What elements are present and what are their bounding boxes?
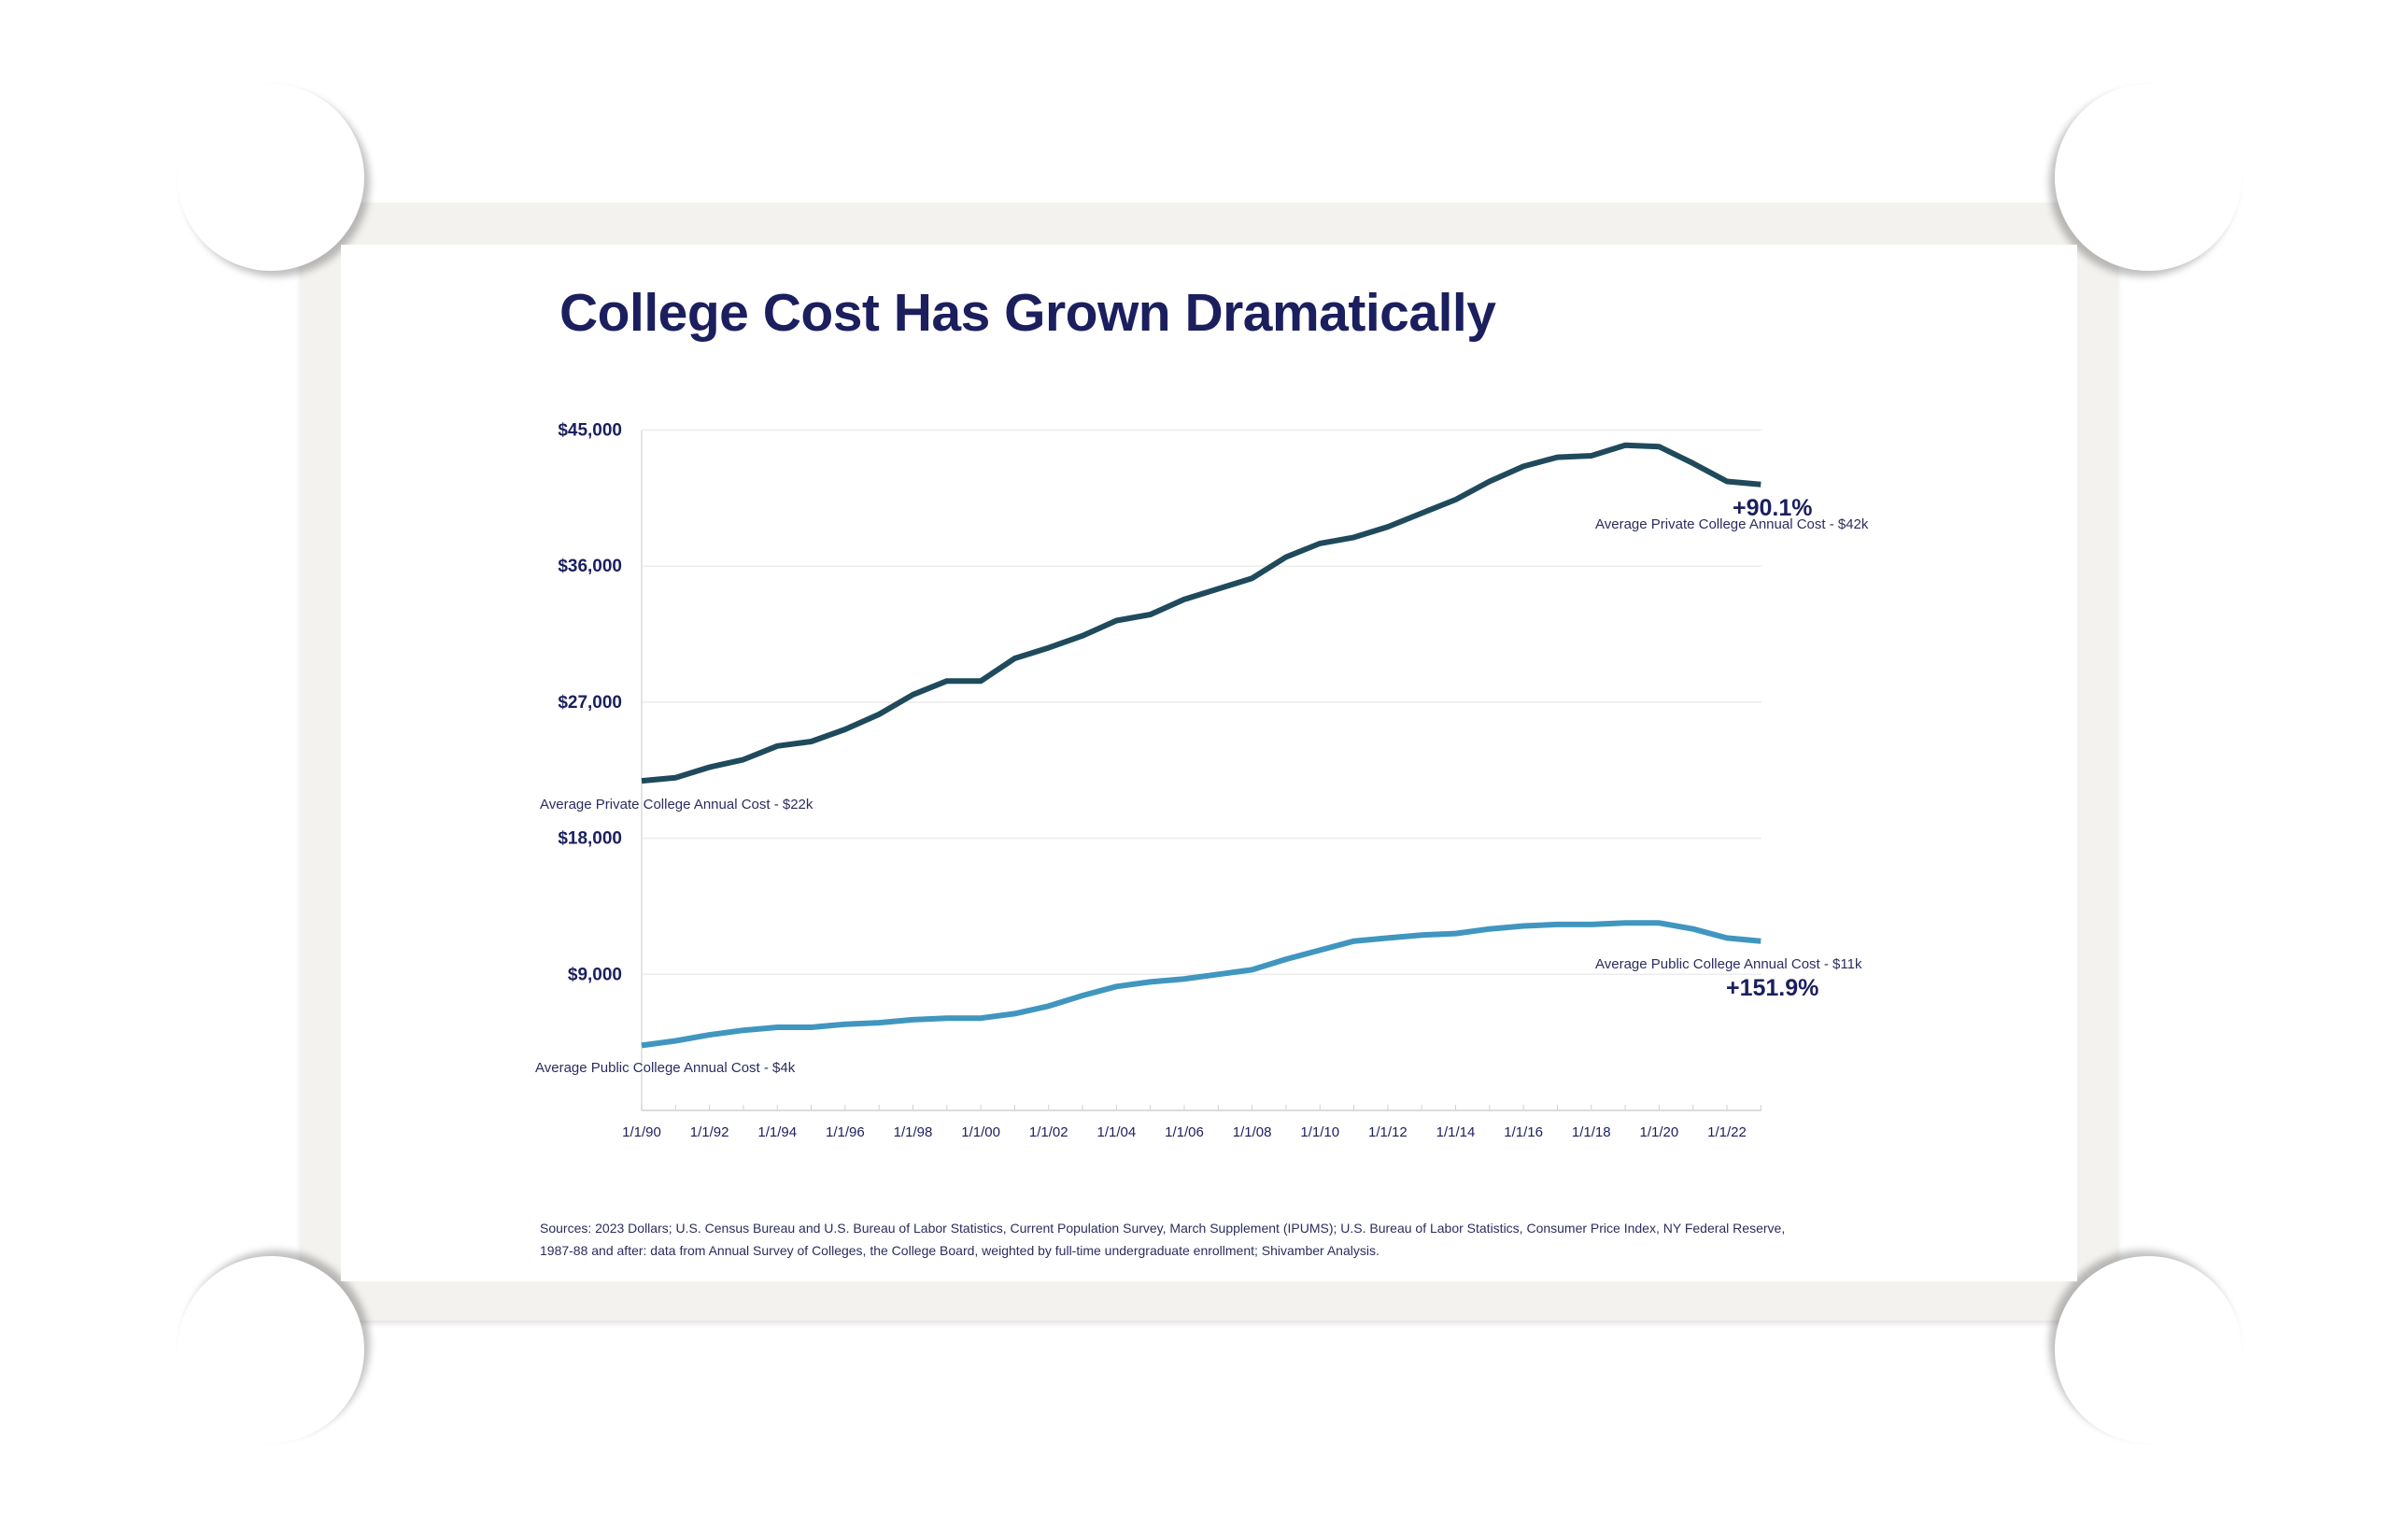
x-tick-label: 1/1/22 bbox=[1707, 1124, 1747, 1140]
corner-curl bbox=[2055, 84, 2242, 271]
sources-line-2: 1987-88 and after: data from Annual Surv… bbox=[540, 1243, 1379, 1258]
series-line-public bbox=[641, 920, 1761, 1049]
series-line-private bbox=[641, 442, 1761, 784]
chart-title: College Cost Has Grown Dramatically bbox=[559, 283, 1496, 343]
corner-curl bbox=[2055, 1256, 2242, 1443]
x-tick-label: 1/1/94 bbox=[757, 1124, 797, 1140]
annotation-private-pct: +90.1% bbox=[1733, 495, 1813, 521]
annotation-private-end: Average Private College Annual Cost - $4… bbox=[1595, 516, 1869, 532]
annotation-public-pct: +151.9% bbox=[1726, 975, 1818, 1001]
x-tick-label: 1/1/96 bbox=[826, 1124, 865, 1140]
sources-line-1: Sources: 2023 Dollars; U.S. Census Burea… bbox=[540, 1221, 1786, 1236]
x-tick-label: 1/1/02 bbox=[1029, 1124, 1068, 1140]
annotation-public-end: Average Public College Annual Cost - $11… bbox=[1595, 956, 1862, 972]
x-tick-label: 1/1/20 bbox=[1640, 1124, 1679, 1140]
x-tick-label: 1/1/92 bbox=[690, 1124, 729, 1140]
chart-card bbox=[341, 245, 2077, 1281]
x-tick-label: 1/1/08 bbox=[1233, 1124, 1272, 1140]
annotation-public-start: Average Public College Annual Cost - $4k bbox=[535, 1060, 796, 1076]
x-tick-label: 1/1/16 bbox=[1504, 1124, 1543, 1140]
x-tick-label: 1/1/90 bbox=[622, 1124, 661, 1140]
y-tick-label: $9,000 bbox=[568, 965, 622, 984]
y-tick-label: $18,000 bbox=[558, 829, 622, 849]
annotation-private-start: Average Private College Annual Cost - $2… bbox=[540, 797, 814, 812]
y-tick-label: $27,000 bbox=[558, 693, 622, 713]
y-tick-label: $36,000 bbox=[558, 557, 622, 576]
x-tick-label: 1/1/06 bbox=[1165, 1124, 1204, 1140]
x-tick-label: 1/1/00 bbox=[961, 1124, 1000, 1140]
x-tick-label: 1/1/18 bbox=[1572, 1124, 1611, 1140]
x-tick-label: 1/1/14 bbox=[1436, 1124, 1476, 1140]
x-tick-label: 1/1/10 bbox=[1300, 1124, 1339, 1140]
x-tick-label: 1/1/98 bbox=[894, 1124, 933, 1140]
corner-curl bbox=[177, 1256, 364, 1443]
corner-curl bbox=[177, 84, 364, 271]
y-tick-label: $45,000 bbox=[558, 421, 622, 441]
x-tick-label: 1/1/04 bbox=[1097, 1124, 1137, 1140]
x-tick-label: 1/1/12 bbox=[1368, 1124, 1408, 1140]
